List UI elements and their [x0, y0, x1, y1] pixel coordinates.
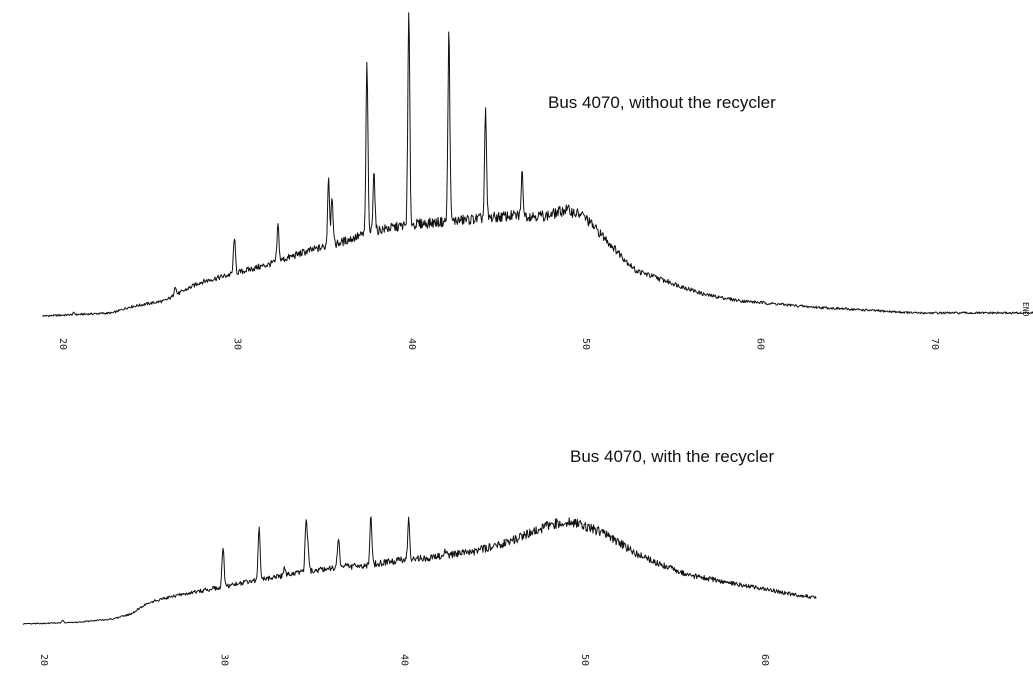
x-tick-label: 60 — [755, 338, 766, 350]
end-marker-label: END — [1021, 302, 1030, 317]
x-tick-label: 70 — [929, 338, 940, 350]
x-tick-labels: 20 30 40 50 60 — [38, 654, 770, 666]
series-line — [42, 12, 1033, 318]
chart-title: Bus 4070, with the recycler — [570, 447, 774, 466]
x-tick-label: 40 — [406, 338, 417, 350]
x-tick-label: 40 — [399, 654, 410, 666]
series-line — [22, 516, 817, 625]
x-tick-label: 30 — [231, 338, 242, 350]
chromatogram-without-recycler: Bus 4070, without the recycler 20 30 40 50 6… — [42, 12, 1033, 350]
x-tick-label: 50 — [579, 654, 590, 666]
chromatogram-with-recycler: Bus 4070, with the recycler 20 30 40 50 60 — [22, 447, 817, 666]
x-tick-labels: 20 30 40 50 60 70 — [57, 338, 940, 350]
x-tick-label: 20 — [57, 338, 68, 350]
x-tick-label: 30 — [218, 654, 229, 666]
x-tick-label: 50 — [580, 338, 591, 350]
x-tick-label: 20 — [38, 654, 49, 666]
x-tick-label: 60 — [759, 654, 770, 666]
chart-title: Bus 4070, without the recycler — [548, 93, 776, 112]
